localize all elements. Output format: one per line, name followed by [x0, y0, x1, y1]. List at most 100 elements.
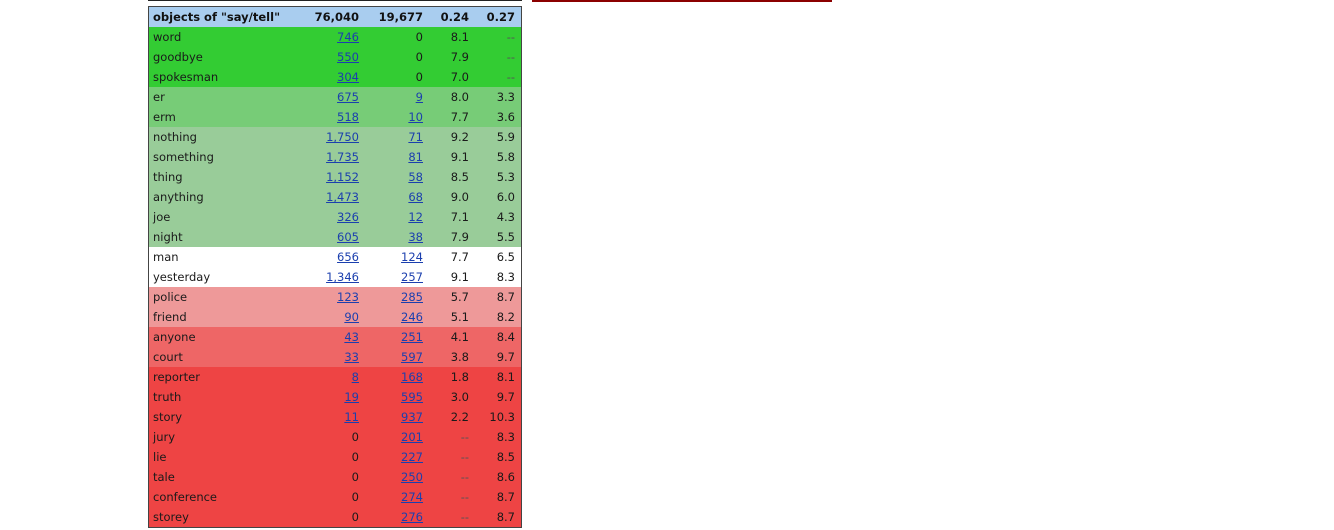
score2: 9.7 — [496, 350, 515, 364]
freq1-link[interactable]: 123 — [337, 290, 359, 304]
freq1-link[interactable]: 19 — [344, 390, 359, 404]
freq2-link[interactable]: 285 — [401, 290, 423, 304]
freq1-link[interactable]: 518 — [337, 110, 359, 124]
freq2-link[interactable]: 38 — [408, 230, 423, 244]
freq1-link[interactable]: 43 — [344, 330, 359, 344]
score1: 7.9 — [450, 230, 469, 244]
freq2-link[interactable]: 58 — [408, 170, 423, 184]
score2: 8.6 — [496, 470, 515, 484]
freq1-link[interactable]: 1,735 — [326, 150, 359, 164]
freq1-link[interactable]: 605 — [337, 230, 359, 244]
freq2-link[interactable]: 71 — [408, 130, 423, 144]
freq2-link[interactable]: 251 — [401, 330, 423, 344]
freq1-cell: 1,152 — [299, 167, 361, 187]
freq1-link[interactable]: 1,750 — [326, 130, 359, 144]
freq2-cell: 58 — [361, 167, 425, 187]
freq1-link[interactable]: 675 — [337, 90, 359, 104]
score2: 5.8 — [496, 150, 515, 164]
row-word: tale — [153, 470, 175, 484]
freq2-link[interactable]: 274 — [401, 490, 423, 504]
row-word: lie — [153, 450, 167, 464]
freq1-cell: 675 — [299, 87, 361, 107]
table-row: lie 0 227 -- 8.5 — [149, 447, 521, 467]
freq2-link[interactable]: 937 — [401, 410, 423, 424]
row-word: conference — [153, 490, 218, 504]
table-row: jury 0 201 -- 8.3 — [149, 427, 521, 447]
table-body: word 746 0 8.1 -- goodbye 550 0 7.9 -- spokesman 30… — [149, 27, 521, 527]
row-word: reporter — [153, 370, 200, 384]
red-divider-line — [532, 0, 832, 2]
score1: 7.7 — [450, 250, 469, 264]
score1: -- — [460, 490, 469, 504]
freq2-link[interactable]: 257 — [401, 270, 423, 284]
freq1-cell: 19 — [299, 387, 361, 407]
score1: -- — [460, 430, 469, 444]
freq2-link[interactable]: 595 — [401, 390, 423, 404]
freq2-cell: 9 — [361, 87, 425, 107]
table-row: word 746 0 8.1 -- — [149, 27, 521, 47]
score1: 9.1 — [450, 150, 469, 164]
freq1-link[interactable]: 746 — [337, 30, 359, 44]
score2: 8.7 — [496, 290, 515, 304]
score2: 8.4 — [496, 330, 515, 344]
row-word: joe — [153, 210, 171, 224]
row-word: goodbye — [153, 50, 203, 64]
score2: 5.9 — [496, 130, 515, 144]
freq2-link[interactable]: 246 — [401, 310, 423, 324]
freq1-link[interactable]: 11 — [344, 410, 359, 424]
sketch-diff-table: objects of "say/tell" 76,040 19,677 0.24… — [148, 6, 522, 528]
table-row: man 656 124 7.7 6.5 — [149, 247, 521, 267]
score1: 4.1 — [450, 330, 469, 344]
freq1-link[interactable]: 1,473 — [326, 190, 359, 204]
freq2-cell: 257 — [361, 267, 425, 287]
score2: 3.6 — [496, 110, 515, 124]
freq1-link[interactable]: 90 — [344, 310, 359, 324]
freq2-link[interactable]: 201 — [401, 430, 423, 444]
freq1-link[interactable]: 1,152 — [326, 170, 359, 184]
freq2-link[interactable]: 250 — [401, 470, 423, 484]
table-row: friend 90 246 5.1 8.2 — [149, 307, 521, 327]
table-row: reporter 8 168 1.8 8.1 — [149, 367, 521, 387]
freq2-link[interactable]: 168 — [401, 370, 423, 384]
freq1-cell: 1,473 — [299, 187, 361, 207]
freq1-link[interactable]: 656 — [337, 250, 359, 264]
row-word: anything — [153, 190, 204, 204]
freq2-link[interactable]: 9 — [415, 90, 423, 104]
table-row: story 11 937 2.2 10.3 — [149, 407, 521, 427]
score1: 3.0 — [450, 390, 469, 404]
score1: 8.0 — [450, 90, 469, 104]
freq2-link[interactable]: 12 — [408, 210, 423, 224]
freq2-link[interactable]: 10 — [408, 110, 423, 124]
freq1-link[interactable]: 550 — [337, 50, 359, 64]
freq1-link[interactable]: 326 — [337, 210, 359, 224]
score1: 5.7 — [450, 290, 469, 304]
freq1-link[interactable]: 33 — [344, 350, 359, 364]
freq1-cell: 33 — [299, 347, 361, 367]
freq2-link[interactable]: 276 — [401, 510, 423, 524]
freq2-link[interactable]: 124 — [401, 250, 423, 264]
freq1-link[interactable]: 304 — [337, 70, 359, 84]
score2: 8.7 — [496, 490, 515, 504]
score2: 3.3 — [496, 90, 515, 104]
table-row: storey 0 276 -- 8.7 — [149, 507, 521, 527]
freq2-link[interactable]: 81 — [408, 150, 423, 164]
table-row: joe 326 12 7.1 4.3 — [149, 207, 521, 227]
freq2-link[interactable]: 597 — [401, 350, 423, 364]
row-word: truth — [153, 390, 182, 404]
freq1-link[interactable]: 8 — [351, 370, 359, 384]
freq1-link[interactable]: 1,346 — [326, 270, 359, 284]
freq2-link[interactable]: 68 — [408, 190, 423, 204]
freq1-cell: 1,735 — [299, 147, 361, 167]
freq1-cell: 0 — [351, 490, 359, 504]
freq2-link[interactable]: 227 — [401, 450, 423, 464]
score2: 8.5 — [496, 450, 515, 464]
top-divider — [148, 0, 522, 1]
freq2-cell: 0 — [415, 70, 423, 84]
header-freq2: 19,677 — [378, 10, 423, 24]
table-header: objects of "say/tell" 76,040 19,677 0.24… — [149, 7, 521, 27]
table-row: court 33 597 3.8 9.7 — [149, 347, 521, 367]
score2: 8.7 — [496, 510, 515, 524]
row-word: thing — [153, 170, 183, 184]
row-word: jury — [153, 430, 176, 444]
row-word: yesterday — [153, 270, 211, 284]
